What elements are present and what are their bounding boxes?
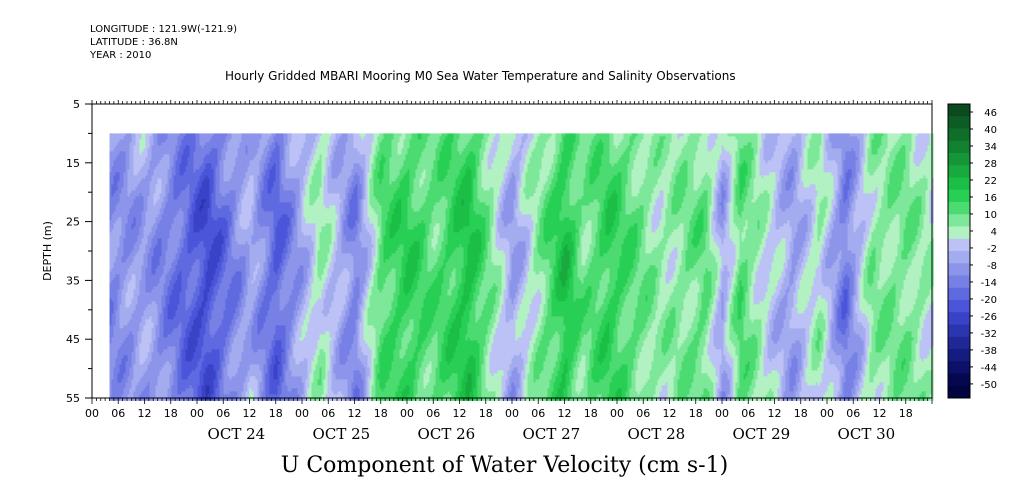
x-day-label: OCT 25 [313, 425, 371, 443]
colorbar-label: -50 [981, 380, 997, 391]
y-tick-label: 5 [73, 98, 80, 111]
x-hour-label: 12 [873, 407, 887, 420]
x-hour-label: 06 [531, 407, 545, 420]
colorbar-swatch [948, 140, 970, 154]
colorbar-swatch [948, 214, 970, 227]
x-hour-label: 06 [111, 407, 125, 420]
colorbar-label: 46 [984, 108, 997, 119]
x-hour-label: 00 [505, 407, 519, 420]
x-hour-label: 12 [558, 407, 572, 420]
x-hour-label: 00 [85, 407, 99, 420]
colorbar-swatch [948, 153, 970, 166]
x-hour-label: 18 [269, 407, 283, 420]
y-tick-label: 55 [66, 392, 80, 405]
x-hour-label: 00 [610, 407, 624, 420]
x-hour-label: 18 [899, 407, 913, 420]
colorbar-swatch [948, 312, 970, 325]
colorbar-label: -14 [981, 278, 997, 289]
colorbar-label: 28 [984, 159, 997, 170]
colorbar-frame [947, 103, 971, 399]
colorbar-swatch [948, 263, 970, 276]
x-hour-label: 18 [794, 407, 808, 420]
x-axis-title: U Component of Water Velocity (cm s-1) [0, 453, 1009, 478]
x-hour-label: 18 [374, 407, 388, 420]
colorbar-label: 10 [984, 210, 997, 221]
x-hour-label: 00 [820, 407, 834, 420]
x-hour-label: 06 [426, 407, 440, 420]
colorbar-swatch [948, 300, 970, 313]
colorbar-swatch [948, 275, 970, 289]
y-tick-label: 25 [66, 216, 80, 229]
colorbar-label: -26 [981, 312, 997, 323]
axes: 5 15 25 35 45 55 00 06 12 18 00 06 12 18 00 06 12 18 00 06 1… [66, 98, 933, 443]
x-hour-label: 12 [138, 407, 152, 420]
colorbar-label: 4 [991, 227, 997, 238]
colorbar: 46 40 34 28 22 16 10 4 -2 -8 -14 -20 -26 -32 -38 -44 -50 [947, 103, 997, 399]
x-hour-label: 06 [636, 407, 650, 420]
colorbar-swatch [948, 104, 970, 117]
x-hour-label: 06 [216, 407, 230, 420]
chart-title: Hourly Gridded MBARI Mooring M0 Sea Wate… [225, 69, 736, 83]
x-day-label: OCT 28 [628, 425, 686, 443]
colorbar-swatch [948, 361, 970, 374]
colorbar-swatch [948, 165, 970, 178]
x-day-label: OCT 27 [523, 425, 581, 443]
x-hour-label: 06 [846, 407, 860, 420]
colorbar-label: 40 [984, 125, 997, 136]
longitude-label: LONGITUDE : 121.9W(-121.9) [90, 24, 237, 35]
x-hour-label: 06 [321, 407, 335, 420]
y-tick-label: 45 [66, 333, 80, 346]
colorbar-swatch [948, 251, 970, 264]
x-day-label: OCT 29 [733, 425, 791, 443]
colorbar-swatch [948, 324, 970, 338]
x-hour-label: 00 [400, 407, 414, 420]
y-axis-title: DEPTH (m) [41, 221, 54, 281]
colorbar-swatch [948, 116, 970, 129]
x-hour-label: 06 [741, 407, 755, 420]
colorbar-label: -38 [981, 346, 997, 357]
x-hour-label: 12 [243, 407, 257, 420]
colorbar-swatch [948, 385, 970, 399]
y-tick-label: 35 [66, 274, 80, 287]
x-hour-label: 18 [584, 407, 598, 420]
x-hour-label: 12 [663, 407, 677, 420]
colorbar-swatch [948, 238, 970, 252]
x-hour-label: 00 [295, 407, 309, 420]
colorbar-swatch [948, 177, 970, 191]
colorbar-swatch [948, 349, 970, 362]
colorbar-label: 34 [984, 142, 997, 153]
x-hour-label: 00 [715, 407, 729, 420]
colorbar-swatch [948, 189, 970, 203]
colorbar-swatch [948, 287, 970, 301]
x-day-label: OCT 26 [418, 425, 476, 443]
colorbar-swatch [948, 373, 970, 387]
x-hour-label: 18 [479, 407, 493, 420]
y-tick-label: 15 [66, 157, 80, 170]
x-hour-label: 00 [190, 407, 204, 420]
colorbar-swatch [948, 202, 970, 215]
x-day-label: OCT 30 [838, 425, 896, 443]
year-label: YEAR : 2010 [90, 50, 151, 61]
x-hour-label: 12 [453, 407, 467, 420]
colorbar-label: -44 [981, 363, 997, 374]
colorbar-label: -32 [981, 329, 997, 340]
heatmap-field [109, 133, 934, 401]
x-hour-label: 12 [348, 407, 362, 420]
x-hour-label: 12 [768, 407, 782, 420]
x-hour-label: 18 [689, 407, 703, 420]
x-hour-label: 18 [164, 407, 178, 420]
latitude-label: LATITUDE : 36.8N [90, 37, 178, 48]
colorbar-label: -20 [981, 295, 997, 306]
colorbar-swatch [948, 336, 970, 350]
colorbar-label: -2 [987, 244, 997, 255]
colorbar-label: -8 [987, 261, 997, 272]
colorbar-swatch [948, 226, 970, 240]
colorbar-label: 16 [984, 193, 997, 204]
colorbar-swatch [948, 128, 970, 142]
colorbar-label: 22 [984, 176, 997, 187]
x-day-label: OCT 24 [208, 425, 266, 443]
